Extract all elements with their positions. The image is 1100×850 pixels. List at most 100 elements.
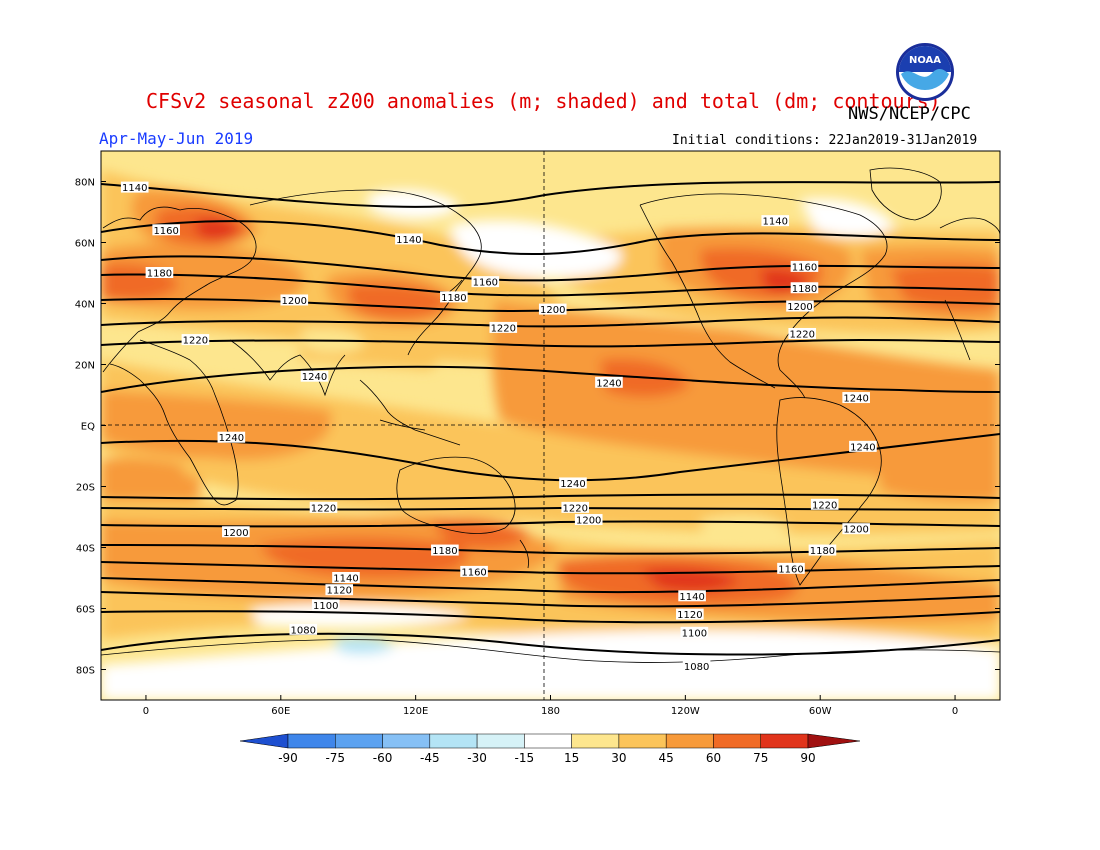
lat-tick-label: 40S bbox=[76, 544, 95, 555]
contour-label: 1140 bbox=[122, 183, 147, 194]
lat-tick-label: 60N bbox=[75, 239, 95, 250]
contour-label-bg bbox=[559, 477, 587, 489]
contour-label: 1200 bbox=[223, 528, 248, 539]
contour-label-bg bbox=[431, 544, 459, 556]
contour-label: 1200 bbox=[787, 302, 812, 313]
contour-label: 1220 bbox=[311, 503, 336, 514]
contour-label-bg bbox=[680, 626, 709, 638]
lon-tick-label: 60E bbox=[271, 706, 290, 717]
colorbar-label: 75 bbox=[753, 751, 768, 765]
contour-label-bg bbox=[145, 267, 174, 278]
contour-label: 1180 bbox=[147, 269, 172, 280]
colorbar-label: 45 bbox=[659, 751, 674, 765]
contour-label-bg bbox=[309, 501, 338, 513]
contour-label-bg bbox=[761, 215, 790, 227]
initial-conditions-label: Initial conditions: 22Jan2019-31Jan2019 bbox=[672, 133, 978, 148]
contour-label-bg bbox=[561, 501, 590, 513]
contour-label-bg bbox=[311, 599, 340, 611]
contour-labels: 1140 1160 1180 1200 1220 1240 1240 1140 1160 1180… bbox=[120, 181, 877, 673]
lat-tick-label: 80N bbox=[75, 178, 95, 189]
lat-tick-label: 40N bbox=[75, 300, 95, 311]
contour-label-bg bbox=[810, 498, 839, 510]
contour-label-bg bbox=[842, 523, 870, 535]
lon-tick-label: 0 bbox=[143, 706, 149, 717]
lon-tick-label: 120W bbox=[671, 706, 700, 717]
axis-ticks: 80N 60N 40N 20N EQ 20S 40S 60S 80S 0 60E 120E 180 120… bbox=[75, 178, 1000, 717]
contour-label-bg bbox=[460, 565, 488, 577]
contour-label: 1220 bbox=[562, 503, 587, 514]
contour-label: 1180 bbox=[792, 284, 817, 295]
agency-label: NWS/NCEP/CPC bbox=[848, 104, 971, 124]
lon-tick-label: 0 bbox=[952, 706, 958, 717]
colorbar-high-arrow bbox=[807, 733, 861, 749]
colorbar-swatch bbox=[571, 733, 620, 749]
contour-label-bg bbox=[489, 321, 518, 333]
contour-label-bg bbox=[849, 440, 877, 452]
colorbar-label: -45 bbox=[420, 751, 440, 765]
colorbar-label: 30 bbox=[611, 751, 626, 765]
contour-label: 1180 bbox=[810, 546, 835, 557]
contour-label-bg bbox=[790, 260, 819, 272]
contour-label: 1240 bbox=[850, 442, 875, 453]
contour-label: 1220 bbox=[789, 330, 814, 341]
contour-label-bg bbox=[280, 294, 309, 306]
contour-label-bg bbox=[395, 233, 423, 245]
svg-text:NOAA: NOAA bbox=[909, 55, 941, 66]
contour-label: 1220 bbox=[812, 500, 837, 511]
contour-label: 1200 bbox=[843, 525, 868, 536]
colorbar-low-arrow bbox=[239, 733, 289, 749]
lat-tick-label: 60S bbox=[76, 605, 95, 616]
colorbar-label: -75 bbox=[325, 751, 345, 765]
colorbar-swatch bbox=[524, 733, 572, 749]
lon-tick-label: 60W bbox=[809, 706, 832, 717]
contour-label: 1160 bbox=[461, 567, 486, 578]
lon-tick-label: 180 bbox=[541, 706, 560, 717]
contour-label: 1180 bbox=[441, 293, 466, 304]
colorbar-swatch bbox=[476, 733, 525, 749]
colorbar-label: -60 bbox=[373, 751, 393, 765]
colorbar-swatch bbox=[713, 733, 761, 749]
contour-label-bg bbox=[595, 376, 623, 388]
colorbar-swatch bbox=[429, 733, 478, 749]
contour-label-bg bbox=[790, 282, 819, 294]
contour-label-bg bbox=[808, 544, 837, 556]
anomaly-shading: 1140 1160 1180 1200 1220 1240 1240 1140 1160 1180… bbox=[101, 151, 1000, 700]
lat-tick-label: EQ bbox=[81, 422, 95, 433]
contour-label-bg bbox=[217, 431, 246, 443]
contour-label: 1080 bbox=[684, 662, 709, 673]
contour-label: 1080 bbox=[291, 625, 316, 636]
contour-label-bg bbox=[332, 572, 360, 583]
contour-label: 1160 bbox=[153, 226, 178, 237]
contour-label: 1240 bbox=[596, 378, 621, 389]
contour-label-bg bbox=[181, 334, 210, 346]
colorbar-swatch bbox=[665, 733, 714, 749]
contour-label: 1220 bbox=[183, 336, 208, 347]
noaa-logo: NOAA bbox=[896, 43, 954, 101]
contour-label-bg bbox=[777, 562, 805, 574]
contour-label: 1140 bbox=[763, 217, 788, 228]
height-contours bbox=[101, 181, 1000, 656]
map-title: CFSv2 seasonal z200 anomalies (m; shaded… bbox=[146, 89, 941, 113]
season-label: Apr-May-Jun 2019 bbox=[99, 129, 254, 148]
contour-label: 1140 bbox=[396, 235, 421, 246]
contour-label-bg bbox=[676, 608, 704, 620]
contour-label-bg bbox=[471, 276, 500, 288]
lat-tick-label: 20S bbox=[76, 483, 95, 494]
contour-label: 1100 bbox=[313, 601, 338, 612]
contour-label-bg bbox=[300, 370, 329, 382]
contour-label: 1200 bbox=[540, 305, 565, 316]
lat-tick-label: 20N bbox=[75, 361, 95, 372]
contour-label: 1160 bbox=[778, 564, 803, 575]
contour-label-bg bbox=[289, 623, 318, 635]
contour-label-bg bbox=[222, 526, 250, 538]
contour-label-bg bbox=[842, 392, 870, 404]
colorbar-label: 15 bbox=[564, 751, 579, 765]
contour-label: 1240 bbox=[219, 433, 244, 444]
contour-label: 1140 bbox=[679, 592, 704, 603]
contour-label-bg bbox=[120, 181, 149, 193]
colorbar-label: 60 bbox=[706, 751, 721, 765]
contour-label: 1200 bbox=[282, 296, 307, 307]
contour-label-bg bbox=[678, 590, 706, 602]
contour-label-bg bbox=[682, 660, 711, 672]
